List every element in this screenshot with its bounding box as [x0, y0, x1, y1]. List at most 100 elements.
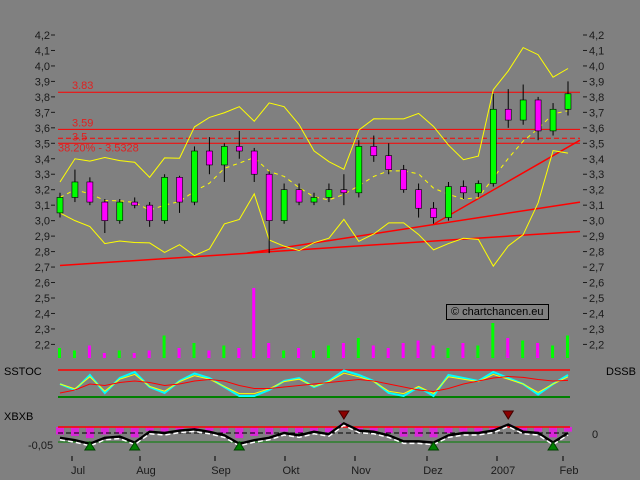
candle: [161, 177, 168, 221]
trend-line: [434, 139, 581, 225]
dssb-line: [59, 372, 569, 395]
candle: [191, 150, 198, 203]
candle: [475, 183, 482, 194]
x-tick-label: Okt: [282, 465, 299, 477]
volume-bar: [491, 323, 495, 358]
volume-bar: [536, 343, 540, 358]
y-tick-right: 4,0: [589, 61, 604, 73]
volume-bar: [356, 338, 360, 358]
xbxb-right-tick: 0: [592, 429, 598, 441]
y-tick-right: 3,5: [589, 138, 604, 150]
y-tick-right: 2,9: [589, 231, 604, 243]
volume-bar: [431, 345, 435, 358]
candle: [71, 181, 79, 198]
level-label: 3.59: [72, 117, 93, 129]
xbxb-histogram-bar: [474, 427, 483, 432]
candle: [340, 189, 348, 194]
volume-bar: [72, 350, 76, 358]
y-tick-right: 3,6: [589, 123, 604, 135]
volume-bar: [177, 348, 181, 358]
y-tick-right: 2,3: [589, 324, 604, 336]
xbxb-histogram-bar: [205, 427, 214, 431]
xbxb-histogram-bar: [564, 427, 572, 432]
candle: [460, 186, 467, 194]
candle: [445, 186, 452, 218]
xbxb-histogram-bar: [384, 427, 393, 434]
sell-signal-icon: [502, 410, 515, 420]
y-tick-left: 4,1: [35, 45, 50, 57]
candle: [206, 150, 213, 166]
xbxb-histogram-bar: [399, 427, 408, 437]
candle: [504, 108, 512, 121]
volume-bar: [252, 288, 256, 358]
volume-bar: [58, 348, 61, 358]
y-tick-right: 2,6: [589, 278, 604, 290]
buy-signal-icon: [547, 441, 559, 451]
xbxb-histogram-bar: [324, 427, 333, 433]
candle: [549, 108, 557, 132]
sell-signal-icon: [337, 410, 350, 420]
xbxb-histogram-bar: [56, 427, 64, 435]
volume-bar: [506, 338, 510, 358]
volume-bar: [461, 343, 465, 358]
candle: [146, 204, 153, 221]
buy-signal-icon: [233, 441, 246, 451]
candle: [131, 201, 139, 206]
xbxb-histogram-bar: [220, 427, 229, 434]
candle: [280, 189, 288, 221]
y-tick-right: 3,7: [589, 107, 604, 119]
volume-bar: [162, 335, 166, 358]
candle: [534, 99, 542, 132]
candle: [56, 197, 64, 214]
candle: [265, 173, 273, 221]
y-tick-right: 3,9: [589, 76, 604, 88]
candle: [221, 146, 228, 166]
y-tick-left: 3,1: [35, 200, 50, 212]
y-tick-right: 3,0: [589, 216, 604, 228]
volume-bar: [371, 345, 375, 358]
x-tick-label: Sep: [211, 465, 231, 477]
xbxb-histogram-bar: [354, 427, 363, 431]
volume-bar: [102, 353, 106, 358]
bollinger-lower: [59, 150, 569, 268]
y-tick-left: 2,4: [35, 308, 50, 320]
xbxb-histogram-bar: [295, 427, 304, 434]
xbxb-histogram-bar: [70, 427, 79, 436]
y-tick-left: 2,8: [35, 247, 50, 259]
xbxb-histogram-bar: [414, 427, 423, 437]
xbxb-histogram-bar: [235, 427, 244, 439]
xbxb-histogram-bar: [310, 427, 318, 431]
buy-signal-icon: [83, 441, 96, 451]
y-tick-right: 3,8: [589, 92, 604, 104]
candle: [86, 181, 94, 203]
candle: [415, 189, 422, 209]
xbxb-histogram-bar: [534, 427, 543, 432]
y-tick-right: 4,1: [589, 45, 604, 57]
volume-bar: [147, 350, 151, 358]
volume-bar: [192, 343, 196, 358]
buy-signal-icon: [128, 441, 141, 451]
y-tick-left: 4,0: [35, 61, 50, 73]
candle: [101, 201, 109, 221]
y-tick-left: 4,2: [35, 30, 50, 42]
y-tick-left: 3,9: [35, 76, 50, 88]
volume-bar: [566, 335, 569, 358]
candle: [325, 189, 333, 198]
candle: [176, 177, 183, 203]
sstoc-fast-line: [59, 369, 569, 398]
volume-bar: [386, 348, 390, 358]
xbxb-histogram-bar: [519, 427, 528, 431]
y-tick-right: 2,4: [589, 308, 604, 320]
xbxb-histogram-bar: [160, 427, 169, 432]
bollinger-upper: [59, 46, 569, 183]
xbxb-histogram-bar: [280, 427, 289, 432]
volume-bar: [222, 345, 226, 358]
volume-bar: [117, 350, 121, 358]
volume-bar: [476, 345, 480, 358]
y-tick-left: 2,3: [35, 324, 50, 336]
volume-bar: [551, 345, 555, 358]
x-tick-label: Aug: [136, 465, 156, 477]
y-tick-right: 2,5: [589, 293, 604, 305]
